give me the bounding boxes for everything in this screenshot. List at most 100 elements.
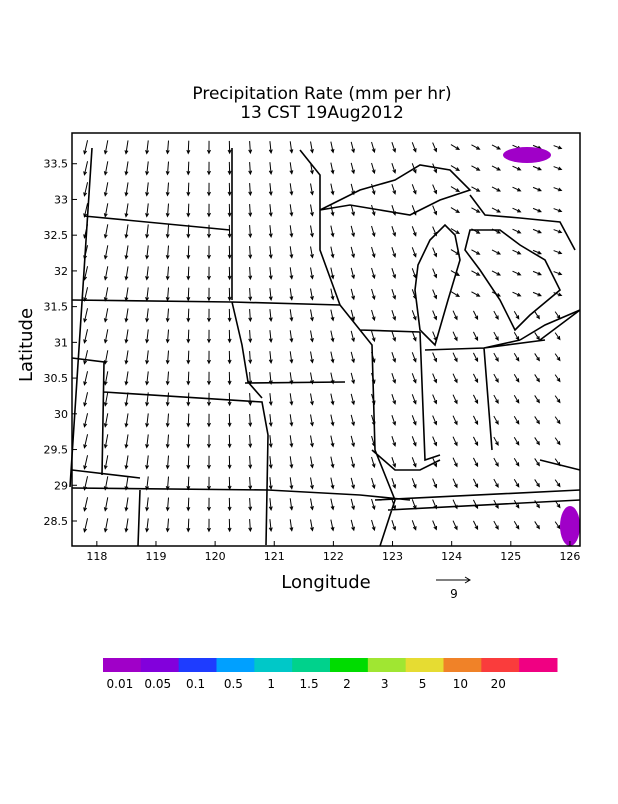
wind-arrow (532, 186, 542, 192)
wind-arrow (165, 371, 170, 386)
wind-arrow (289, 183, 294, 196)
colorbar-label: 3 (381, 677, 389, 691)
wind-arrow (452, 373, 458, 384)
wind-arrow (534, 416, 540, 425)
wind-arrow (432, 373, 438, 384)
wind-arrow (124, 497, 129, 512)
wind-arrow (491, 186, 502, 192)
wind-arrow (432, 184, 438, 195)
wind-arrow (145, 161, 150, 176)
wind-arrow (248, 393, 253, 407)
lake-michigan (414, 223, 461, 347)
wind-arrow (268, 246, 273, 259)
wind-arrow (227, 518, 232, 533)
wind-arrow (350, 267, 356, 280)
wind-arrow (411, 415, 417, 426)
wind-arrow (248, 288, 253, 302)
wind-arrow (248, 246, 253, 260)
wind-arrow (534, 521, 540, 530)
title-line2: 13 CST 19Aug2012 (240, 103, 404, 123)
wind-arrow (165, 518, 170, 533)
x-tick-label: 125 (500, 550, 521, 563)
wind-arrow (124, 434, 129, 449)
wind-arrow (450, 270, 461, 277)
wind-arrow (350, 162, 356, 175)
wind-arrow (289, 162, 294, 175)
wind-arrow (411, 310, 417, 321)
wind-arrow (227, 224, 232, 239)
wind-arrow (432, 289, 438, 300)
wind-arrow (554, 374, 561, 383)
wind-arrow (207, 182, 211, 197)
reference-arrowhead (464, 576, 471, 584)
wind-arrow (534, 332, 540, 341)
wind-arrow (227, 161, 232, 176)
colorbar-label: 2 (343, 677, 351, 691)
wind-arrow (289, 309, 294, 322)
y-tick-label: 32 (54, 265, 68, 278)
reference-vector-label: 9 (450, 587, 458, 601)
wind-arrow (493, 478, 499, 488)
wind-arrow (83, 161, 89, 176)
colorbar-swatch (405, 658, 444, 672)
wind-arrow (207, 350, 211, 365)
wind-arrow (268, 414, 273, 427)
wind-arrow (289, 141, 294, 154)
wind-arrow (103, 455, 109, 470)
wind-arrow (371, 246, 376, 259)
wind-arrow (165, 203, 170, 218)
wind-arrow (83, 329, 89, 344)
wind-arrow (493, 394, 499, 404)
wind-arrow (391, 519, 397, 531)
wind-arrow (268, 141, 273, 154)
wind-arrow (350, 435, 356, 448)
wind-arrow (452, 394, 458, 405)
wind-arrow (268, 393, 273, 406)
wind-arrow (289, 330, 294, 343)
wind-arrow (452, 520, 458, 531)
wind-arrow (186, 350, 191, 365)
wind-arrow (391, 414, 397, 426)
wind-arrow (227, 350, 232, 365)
wind-arrow (534, 437, 540, 446)
wind-arrow (350, 204, 356, 217)
wind-arrow (534, 353, 540, 362)
wind-arrow (207, 434, 211, 449)
wind-arrow (186, 182, 191, 197)
wind-arrow (103, 224, 109, 239)
wind-arrow (350, 519, 356, 532)
wind-arrow (145, 329, 150, 344)
wind-arrow (145, 203, 150, 218)
wind-arrow (391, 309, 397, 321)
wind-arrow (452, 457, 458, 468)
x-tick-label: 122 (323, 550, 344, 563)
wind-arrow (124, 266, 129, 281)
wind-arrow (512, 228, 522, 234)
wind-arrow (450, 207, 461, 214)
wind-arrow (145, 266, 150, 281)
wind-arrow (310, 477, 314, 490)
wind-arrow (432, 394, 438, 405)
wind-arrow (227, 329, 232, 344)
wind-arrow (411, 331, 417, 342)
colorbar-label: 0.05 (144, 677, 171, 691)
wind-arrow (472, 436, 479, 447)
wind-arrow (248, 456, 253, 470)
wind-arrow (186, 287, 191, 302)
wind-arrow (227, 371, 232, 386)
wind-arrow (124, 413, 129, 428)
wind-arrow (391, 267, 397, 279)
wind-arrow (330, 141, 335, 154)
wind-arrow (330, 456, 335, 469)
wind-arrow (330, 246, 335, 259)
wind-arrow (432, 352, 438, 363)
wind-arrow (165, 308, 170, 323)
wind-arrow (554, 332, 561, 341)
wind-arrow (330, 309, 335, 322)
wind-arrow (248, 477, 253, 491)
wind-arrow (554, 353, 561, 362)
y-tick-label: 33 (54, 193, 68, 206)
wind-arrow (371, 288, 376, 301)
lake-huron (464, 229, 561, 332)
wind-arrow (186, 434, 191, 449)
